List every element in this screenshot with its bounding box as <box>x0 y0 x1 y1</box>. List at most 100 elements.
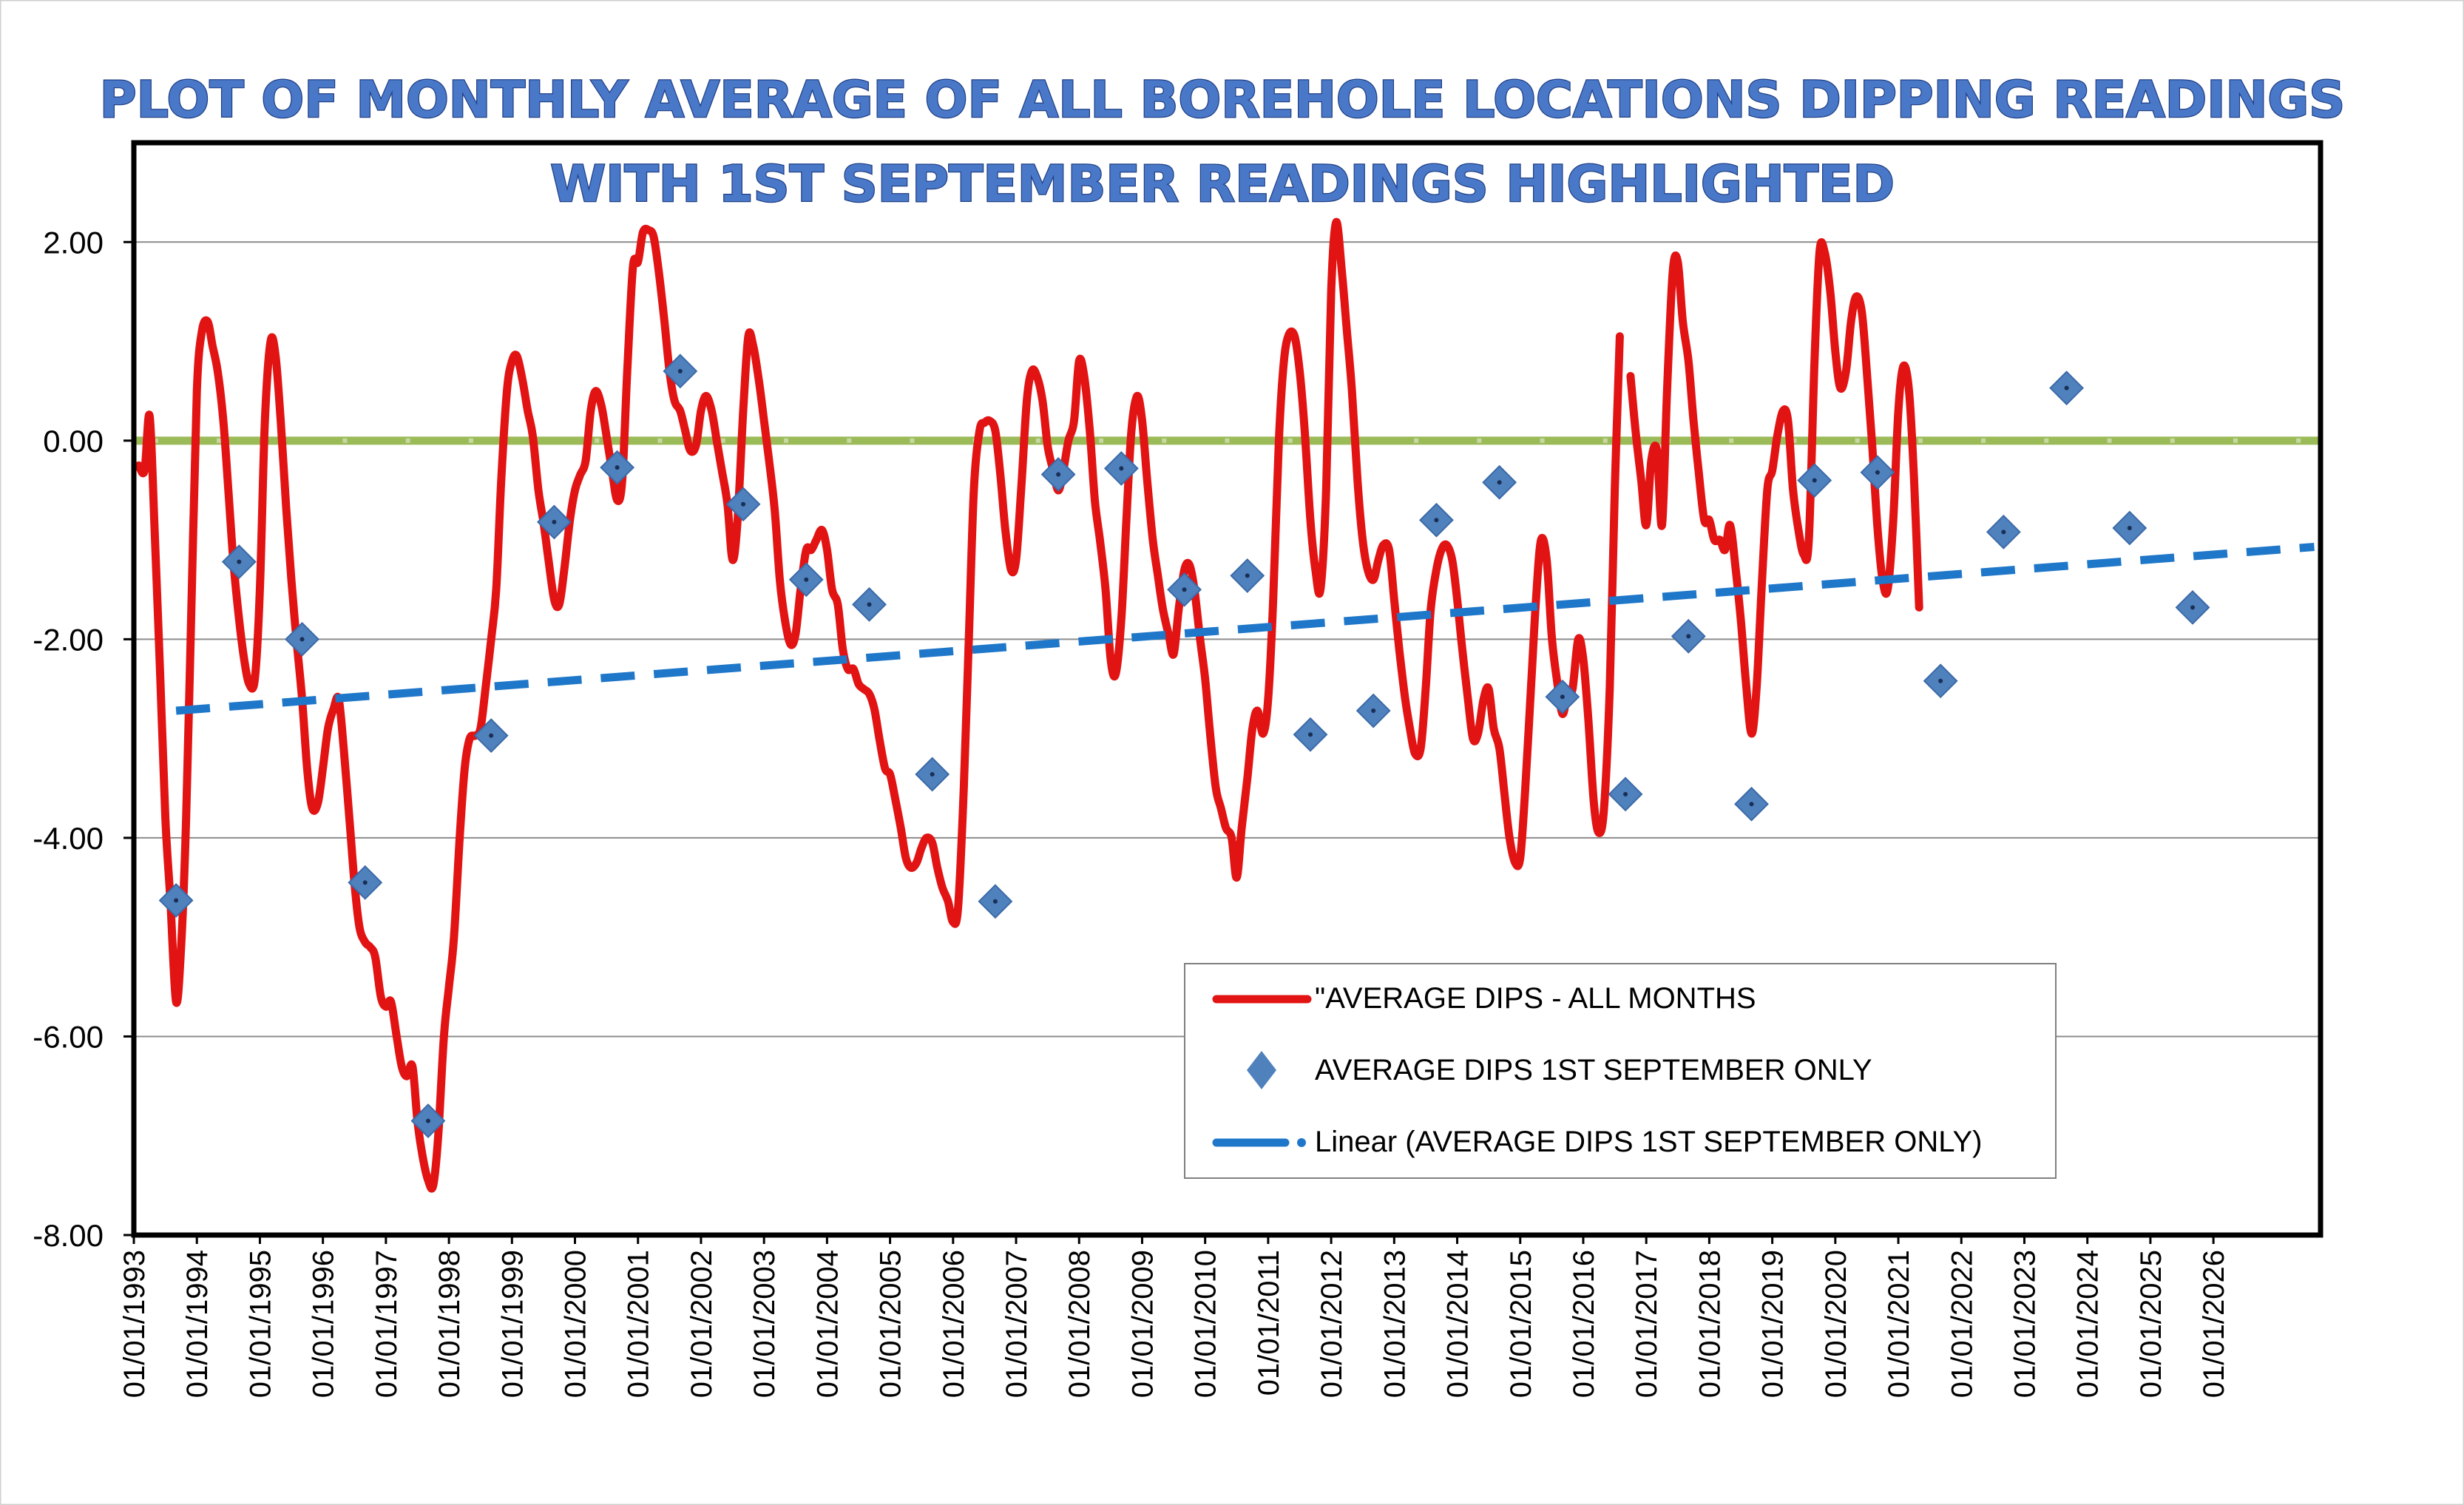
x-tick-label: 01/01/2023 <box>2008 1250 2041 1398</box>
september-marker-center <box>1434 518 1439 523</box>
zero-line-marker <box>2107 438 2112 443</box>
zero-line-marker <box>153 438 158 443</box>
x-tick-label: 01/01/2026 <box>2198 1250 2230 1398</box>
zero-line-marker <box>910 438 915 443</box>
y-tick-label: -4.00 <box>33 821 104 856</box>
x-tick-label: 01/01/2025 <box>2135 1250 2167 1398</box>
september-marker-center <box>867 602 872 607</box>
zero-line-marker <box>1287 438 1293 443</box>
september-marker-center <box>1938 678 1943 683</box>
september-marker-center <box>1812 478 1817 483</box>
zero-line-marker <box>468 438 473 443</box>
september-marker-center <box>299 637 305 642</box>
x-tick-label: 01/01/1999 <box>496 1250 529 1398</box>
y-tick-label: 0.00 <box>43 424 104 459</box>
september-marker-center <box>1182 587 1187 592</box>
september-marker-center <box>1371 708 1376 714</box>
x-tick-label: 01/01/2007 <box>1001 1250 1033 1398</box>
zero-line-marker <box>720 438 725 443</box>
september-marker-center <box>1875 470 1880 475</box>
zero-line-marker <box>1792 438 1797 443</box>
x-tick-label: 01/01/2004 <box>811 1250 844 1398</box>
zero-line-marker <box>217 438 222 443</box>
y-axis: 2.00 0.00 -2.00 -4.00 -6.00 -8.00 <box>33 225 134 1253</box>
x-tick-label: 01/01/1997 <box>370 1250 403 1398</box>
september-marker-center <box>1623 791 1628 797</box>
x-axis: 01/01/1993 01/01/1994 01/01/1995 01/01/1996… <box>118 1235 2230 1398</box>
zero-line-marker <box>1602 438 1608 443</box>
september-marker-center <box>992 899 998 904</box>
september-marker-center <box>2001 530 2006 535</box>
zero-line-marker <box>2233 438 2238 443</box>
legend-label-linear: Linear (AVERAGE DIPS 1ST SEPTEMBER ONLY) <box>1315 1126 1983 1158</box>
x-tick-label: 01/01/2012 <box>1316 1250 1348 1398</box>
zero-line-marker <box>1162 438 1167 443</box>
x-tick-label: 01/01/2022 <box>1946 1250 1978 1398</box>
x-tick-label: 01/01/2020 <box>1820 1250 1852 1398</box>
zero-line-marker <box>847 438 852 443</box>
zero-line-marker <box>1099 438 1104 443</box>
trendline-linear <box>175 543 2315 715</box>
zero-reference-line <box>134 436 2321 445</box>
zero-line-marker <box>657 438 663 443</box>
september-marker-center <box>2127 525 2132 530</box>
zero-line-marker <box>2296 438 2301 443</box>
september-marker-center <box>677 368 683 373</box>
y-tick-label: -8.00 <box>33 1218 104 1253</box>
x-tick-label: 01/01/1995 <box>244 1250 277 1398</box>
x-tick-label: 01/01/1994 <box>181 1250 214 1398</box>
zero-line-marker <box>342 438 348 443</box>
x-tick-label: 01/01/2006 <box>938 1250 970 1398</box>
legend: "AVERAGE DIPS - ALL MONTHS AVERAGE DIPS … <box>1184 963 2057 1179</box>
x-tick-label: 01/01/2005 <box>875 1250 907 1398</box>
legend-label-average-dips: "AVERAGE DIPS - ALL MONTHS <box>1315 982 1756 1015</box>
x-tick-label: 01/01/2008 <box>1063 1250 1096 1398</box>
september-marker-center <box>1307 732 1313 737</box>
x-tick-label: 01/01/2014 <box>1442 1250 1475 1398</box>
x-tick-label: 01/01/2019 <box>1757 1250 1790 1398</box>
september-marker-center <box>1245 573 1250 578</box>
x-tick-label: 01/01/2009 <box>1126 1250 1159 1398</box>
x-tick-label: 01/01/1996 <box>308 1250 340 1398</box>
x-tick-label: 01/01/2013 <box>1378 1250 1411 1398</box>
september-marker-center <box>362 880 368 885</box>
y-tick-label: 2.00 <box>43 225 104 260</box>
chart-title-line-1: PLOT OF MONTHLY AVERAGE OF ALL BOREHOLE … <box>100 71 2345 129</box>
chart-title-line-2: WITH 1ST SEPTEMBER READINGS HIGHLIGHTED <box>550 155 1895 214</box>
x-tick-label: 01/01/2002 <box>686 1250 718 1398</box>
x-tick-label: 01/01/2017 <box>1631 1250 1663 1398</box>
y-tick-label: -6.00 <box>33 1019 104 1054</box>
x-tick-label: 01/01/2015 <box>1505 1250 1537 1398</box>
legend-label-september: AVERAGE DIPS 1ST SEPTEMBER ONLY <box>1315 1054 1872 1086</box>
zero-line-marker <box>1477 438 1482 443</box>
september-marker-center <box>615 465 620 470</box>
september-marker-center <box>1497 480 1502 485</box>
zero-line-marker <box>1855 438 1860 443</box>
legend-box <box>1184 963 2057 1179</box>
september-marker-center <box>425 1118 430 1123</box>
plot-area-border <box>131 140 2323 1238</box>
x-tick-label: 01/01/2001 <box>623 1250 655 1398</box>
x-tick-label: 01/01/2016 <box>1568 1250 1600 1398</box>
zero-line-marker <box>1540 438 1545 443</box>
x-tick-label: 01/01/2010 <box>1190 1250 1222 1398</box>
september-marker-center <box>237 559 242 564</box>
september-marker-center <box>930 771 935 777</box>
plot-series <box>135 217 2315 1193</box>
legend-swatch-diamond <box>1247 1051 1276 1089</box>
x-tick-label: 01/01/2011 <box>1253 1250 1285 1396</box>
september-marker-center <box>2064 385 2069 390</box>
zero-line-marker <box>783 438 788 443</box>
x-tick-label: 01/01/1993 <box>118 1250 151 1398</box>
legend-swatch-dot <box>1297 1138 1306 1147</box>
x-tick-label: 01/01/1998 <box>433 1250 466 1398</box>
zero-line-marker <box>1035 438 1040 443</box>
september-marker-center <box>489 733 494 738</box>
zero-line-marker <box>2044 438 2049 443</box>
zero-line-marker <box>405 438 410 443</box>
september-marker-center <box>1119 466 1124 471</box>
series-line-average-dips <box>135 217 1624 1193</box>
zero-line-marker <box>1981 438 1986 443</box>
